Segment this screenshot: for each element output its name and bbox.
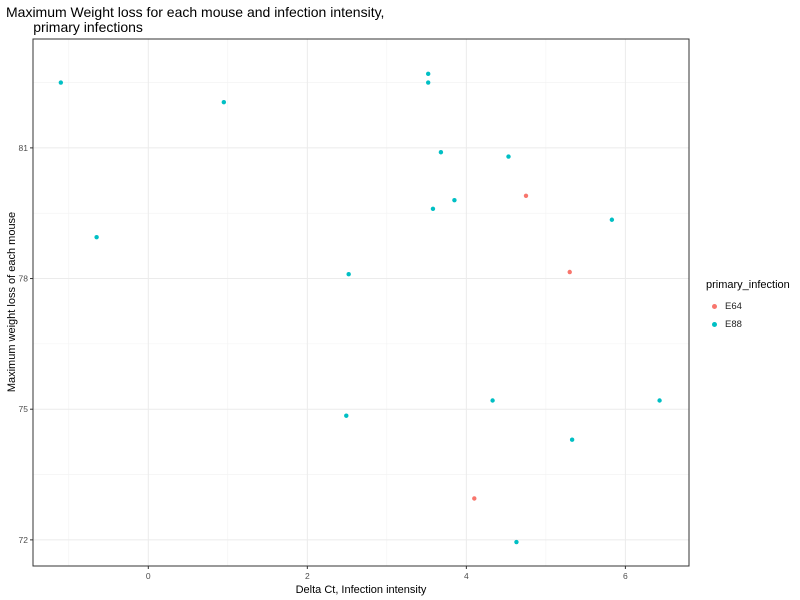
x-axis: 0 2 4 6 — [146, 566, 628, 581]
legend: primary_infection E64 E88 — [706, 279, 790, 333]
data-point-e64 — [472, 496, 477, 501]
legend-label-e64: E64 — [725, 300, 742, 312]
y-axis: 72 75 78 81 — [19, 143, 33, 545]
data-point-e88 — [346, 271, 351, 277]
data-point-e64 — [523, 193, 529, 198]
legend-dot-e64 — [711, 303, 717, 309]
plot-border — [32, 38, 690, 567]
x-axis-label: Delta Ct, Infection intensity — [296, 584, 427, 596]
data-points — [58, 71, 662, 545]
chart-title-line-1: Maximum Weight loss for each mouse and i… — [6, 4, 385, 20]
y-tick-label: 81 — [19, 143, 29, 153]
data-point-e88 — [438, 150, 444, 155]
plot-panel — [33, 39, 689, 566]
legend-key-e88 — [706, 315, 722, 333]
data-point-e88 — [94, 234, 99, 240]
data-point-e88 — [569, 437, 575, 442]
data-point-e88 — [609, 217, 615, 222]
data-point-e64 — [567, 269, 572, 275]
y-tick-label: 78 — [19, 274, 29, 284]
data-point-e88 — [425, 80, 431, 85]
data-point-e88 — [490, 398, 495, 403]
legend-item-e64: E64 — [706, 297, 790, 315]
data-point-e88 — [452, 197, 457, 203]
legend-title: primary_infection — [706, 279, 790, 291]
data-point-e88 — [58, 80, 64, 85]
data-point-e88 — [514, 539, 519, 545]
legend-label-e88: E88 — [725, 318, 742, 330]
data-point-e88 — [430, 206, 436, 212]
x-tick-label: 2 — [305, 571, 310, 581]
y-tick-label: 75 — [19, 404, 29, 414]
chart-title: Maximum Weight loss for each mouse and i… — [6, 5, 384, 35]
data-point-e88 — [425, 71, 431, 77]
data-point-e88 — [506, 154, 511, 159]
x-tick-label: 4 — [464, 571, 469, 581]
chart-title-line-2: primary infections — [6, 19, 143, 35]
legend-dot-e88 — [711, 321, 717, 327]
y-tick-label: 72 — [19, 535, 29, 545]
legend-key-e64 — [706, 297, 722, 315]
x-tick-label: 6 — [623, 571, 628, 581]
minor-grid — [33, 39, 689, 566]
y-axis-label: Maximum weight loss of each mouse — [6, 212, 18, 392]
data-point-e88 — [221, 99, 227, 105]
legend-item-e88: E88 — [706, 315, 790, 333]
data-point-e88 — [657, 398, 662, 403]
data-point-e88 — [344, 413, 349, 418]
x-tick-label: 0 — [146, 571, 151, 581]
major-grid — [33, 39, 689, 566]
